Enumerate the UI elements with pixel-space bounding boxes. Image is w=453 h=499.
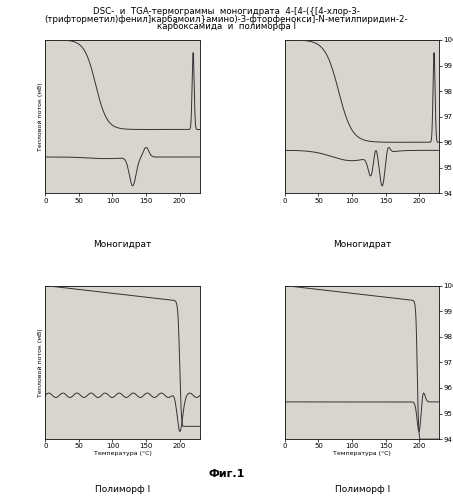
Text: Полиморф I: Полиморф I <box>334 485 390 494</box>
Text: Полиморф I: Полиморф I <box>95 485 150 494</box>
Text: DSC-  и  TGA-термограммы  моногидрата  4-[4-({[4-хлор-3-: DSC- и TGA-термограммы моногидрата 4-[4-… <box>93 7 360 16</box>
Text: карбоксамида  и  полиморфа I: карбоксамида и полиморфа I <box>157 22 296 31</box>
X-axis label: Температура (°С): Температура (°С) <box>94 451 151 456</box>
Y-axis label: Тепловой поток (мВ): Тепловой поток (мВ) <box>38 82 43 151</box>
X-axis label: Температура (°С): Температура (°С) <box>333 451 391 456</box>
Text: Фиг.1: Фиг.1 <box>208 469 245 479</box>
Text: (трифторметил)фенил]карбамоил}амино)-3-фторфенокси]-N-метилпиридин-2-: (трифторметил)фенил]карбамоил}амино)-3-ф… <box>45 15 408 24</box>
Text: Моногидрат: Моногидрат <box>93 240 152 249</box>
Text: Моногидрат: Моногидрат <box>333 240 391 249</box>
Y-axis label: Тепловой поток (мВ): Тепловой поток (мВ) <box>38 328 43 397</box>
